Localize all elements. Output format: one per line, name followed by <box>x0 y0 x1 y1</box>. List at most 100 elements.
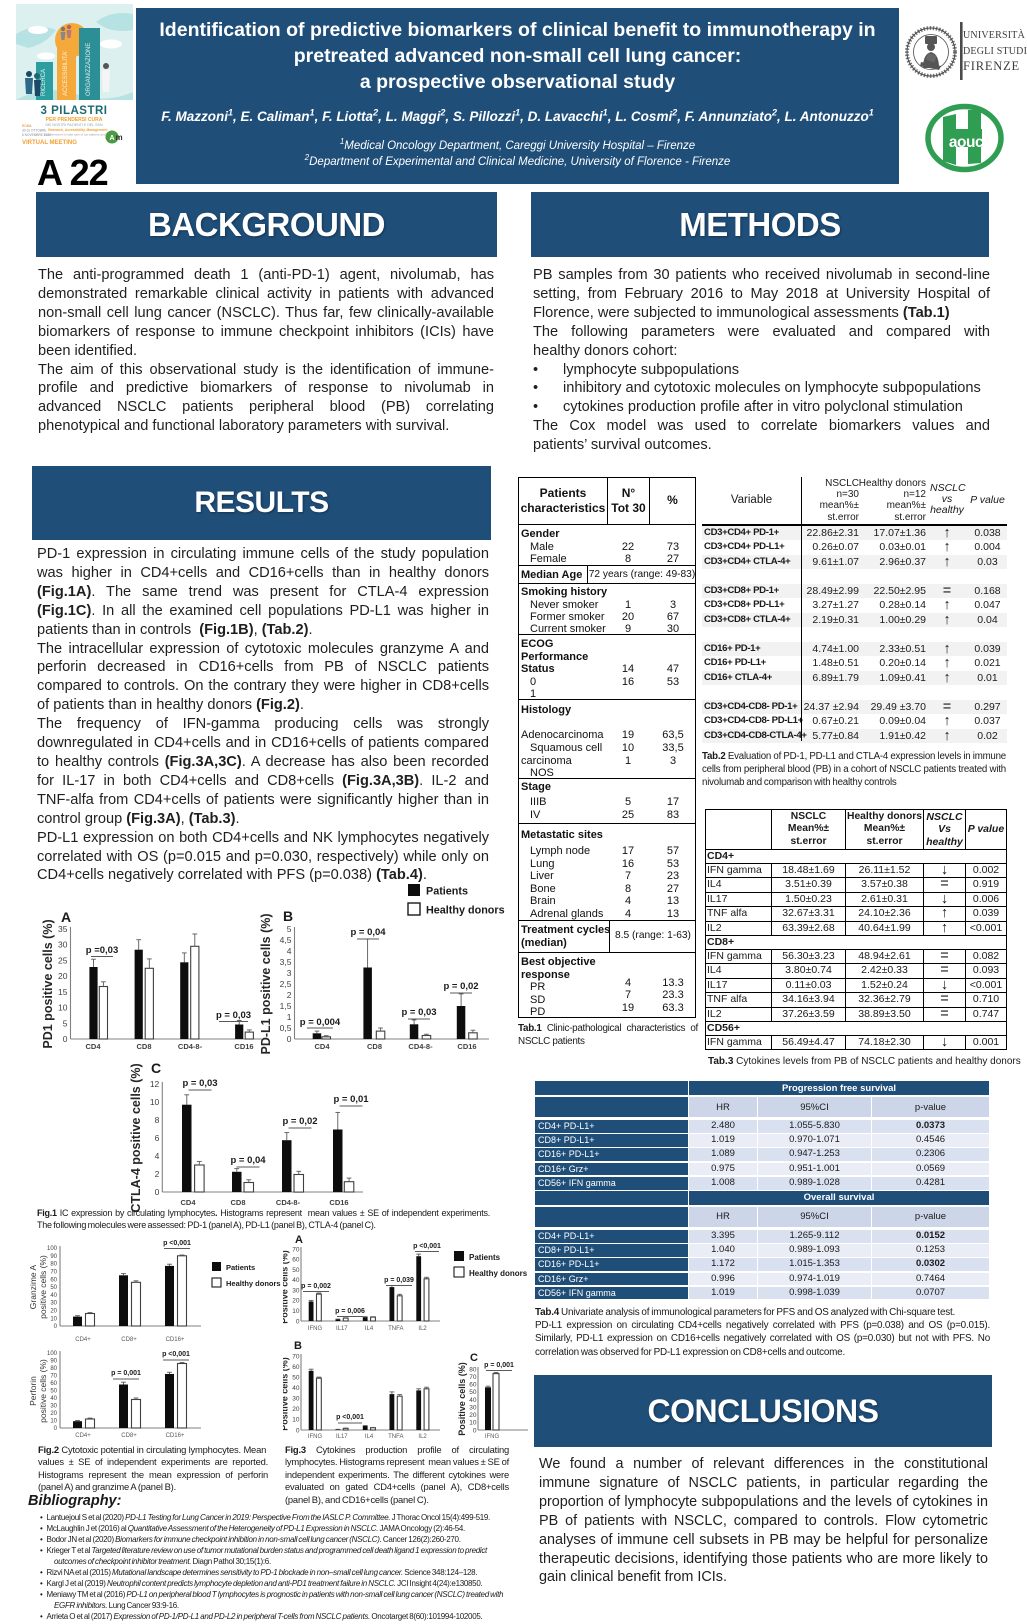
svg-text:50: 50 <box>50 1389 57 1395</box>
svg-text:70: 70 <box>292 1246 300 1253</box>
svg-text:0: 0 <box>473 1427 477 1434</box>
svg-text:p = 0,02: p = 0,02 <box>282 1116 317 1127</box>
svg-text:CTLA-4 positive cells (%): CTLA-4 positive cells (%) <box>129 1063 143 1212</box>
svg-text:CD16+: CD16+ <box>166 1337 185 1343</box>
svg-text:35: 35 <box>58 924 68 934</box>
svg-text:Healthy donors: Healthy donors <box>469 1269 528 1278</box>
svg-text:p = 0,002: p = 0,002 <box>301 1283 331 1290</box>
svg-text:TNFA: TNFA <box>388 1326 403 1332</box>
svg-text:15: 15 <box>58 987 68 997</box>
svg-text:80: 80 <box>50 1366 57 1372</box>
svg-text:ORGANIZZAZIONE: ORGANIZZAZIONE <box>86 43 92 96</box>
svg-text:p <0,001: p <0,001 <box>413 1243 441 1250</box>
svg-text:B: B <box>283 908 293 924</box>
svg-text:Healthy donors: Healthy donors <box>226 1279 281 1288</box>
svg-text:CD4-8-: CD4-8- <box>408 1042 433 1051</box>
svg-text:ROMA: ROMA <box>22 124 32 128</box>
svg-text:4,5: 4,5 <box>280 935 292 945</box>
svg-text:IL17: IL17 <box>336 1326 348 1332</box>
svg-text:10: 10 <box>50 1419 57 1425</box>
svg-text:10: 10 <box>292 1308 300 1315</box>
svg-text:30: 30 <box>292 1396 300 1403</box>
svg-text:3: 3 <box>287 968 292 978</box>
svg-text:80: 80 <box>50 1262 57 1268</box>
svg-text:0: 0 <box>296 1427 300 1434</box>
svg-text:50: 50 <box>292 1374 300 1381</box>
svg-text:10: 10 <box>50 1316 57 1322</box>
svg-text:CD4-8-: CD4-8- <box>276 1198 301 1207</box>
svg-text:p = 0,001: p = 0,001 <box>484 1362 514 1369</box>
svg-text:5: 5 <box>287 924 292 934</box>
svg-text:0: 0 <box>54 1324 58 1330</box>
svg-text:p <0,001: p <0,001 <box>162 1351 190 1358</box>
svg-text:2: 2 <box>287 990 292 1000</box>
svg-text:UNIVERSITÀ: UNIVERSITÀ <box>963 29 1026 41</box>
svg-text:6: 6 <box>155 1133 160 1143</box>
svg-text:0: 0 <box>296 1318 300 1325</box>
svg-text:100: 100 <box>47 1246 58 1252</box>
svg-text:Perforin: Perforin <box>28 1376 38 1406</box>
svg-text:A: A <box>109 135 114 142</box>
svg-text:VIRTUAL MEETING: VIRTUAL MEETING <box>22 140 77 146</box>
svg-text:p = 0,03: p = 0,03 <box>182 1078 217 1089</box>
svg-text:IFNG: IFNG <box>308 1326 323 1332</box>
svg-text:0,5: 0,5 <box>280 1023 292 1033</box>
svg-text:30: 30 <box>50 1404 57 1410</box>
svg-text:50: 50 <box>50 1285 57 1291</box>
svg-text:CD16: CD16 <box>234 1042 253 1051</box>
svg-text:p <0,001: p <0,001 <box>336 1414 364 1421</box>
svg-text:3 cornerstones to take care of: 3 cornerstones to take care of our patie… <box>43 133 112 137</box>
svg-text:25: 25 <box>58 955 68 965</box>
svg-text:60: 60 <box>50 1277 57 1283</box>
svg-text:p = 0,004: p = 0,004 <box>300 1017 341 1028</box>
svg-text:5: 5 <box>63 1018 68 1028</box>
svg-text:positive cells (%): positive cells (%) <box>38 1359 48 1423</box>
svg-text:IL4: IL4 <box>365 1434 374 1440</box>
svg-text:CD4: CD4 <box>85 1042 101 1051</box>
svg-text:0: 0 <box>287 1034 292 1044</box>
svg-text:50: 50 <box>469 1389 477 1396</box>
svg-text:40: 40 <box>50 1293 57 1299</box>
svg-text:30-31 OTTOBRE: 30-31 OTTOBRE <box>22 129 46 133</box>
svg-text:20: 20 <box>50 1309 57 1315</box>
svg-text:p = 0,001: p = 0,001 <box>111 1370 141 1377</box>
svg-text:ACCESSIBILITA': ACCESSIBILITA' <box>63 51 69 96</box>
svg-text:positive cells (%): positive cells (%) <box>38 1255 48 1319</box>
svg-text:CD4-8-: CD4-8- <box>178 1042 203 1051</box>
svg-text:CD4: CD4 <box>314 1042 330 1051</box>
svg-text:1: 1 <box>287 1012 292 1022</box>
svg-text:IL4: IL4 <box>365 1326 374 1332</box>
svg-text:90: 90 <box>50 1254 57 1260</box>
svg-text:20: 20 <box>50 1411 57 1417</box>
svg-text:10: 10 <box>58 1003 68 1013</box>
svg-text:CD8: CD8 <box>367 1042 382 1051</box>
svg-text:m: m <box>115 133 122 142</box>
svg-text:10: 10 <box>292 1417 300 1424</box>
svg-text:p = 0,01: p = 0,01 <box>333 1094 369 1105</box>
svg-text:3,5: 3,5 <box>280 957 292 967</box>
svg-text:70: 70 <box>50 1374 57 1380</box>
svg-text:Research, Accessibility, Manag: Research, Accessibility, Management: <box>48 128 108 132</box>
svg-text:10: 10 <box>150 1097 160 1107</box>
svg-text:aouc: aouc <box>949 134 984 151</box>
svg-text:40: 40 <box>292 1385 300 1392</box>
svg-text:DEI NOSTRI PAZIENTI E DEL SSN: DEI NOSTRI PAZIENTI E DEL SSN <box>45 123 103 127</box>
svg-text:6 NOVEMBRE 2020: 6 NOVEMBRE 2020 <box>22 133 51 137</box>
svg-text:10: 10 <box>469 1420 477 1427</box>
svg-text:p = 0,03: p = 0,03 <box>216 1010 251 1021</box>
svg-text:60: 60 <box>292 1257 300 1264</box>
svg-text:50: 50 <box>292 1267 300 1274</box>
svg-text:60: 60 <box>292 1364 300 1371</box>
svg-text:CD16+: CD16+ <box>166 1433 185 1439</box>
svg-text:30: 30 <box>58 940 68 950</box>
svg-text:60: 60 <box>50 1381 57 1387</box>
svg-text:40: 40 <box>469 1397 477 1404</box>
svg-text:2,5: 2,5 <box>280 979 292 989</box>
svg-text:RICERCA: RICERCA <box>41 69 47 96</box>
svg-text:20: 20 <box>292 1298 300 1305</box>
svg-text:Positive cells (%): Positive cells (%) <box>283 1250 290 1324</box>
svg-text:DEGLI STUDI: DEGLI STUDI <box>963 46 1027 57</box>
svg-text:CD16: CD16 <box>457 1042 476 1051</box>
svg-text:30: 30 <box>292 1287 300 1294</box>
svg-text:p = 0,03: p = 0,03 <box>401 1007 436 1018</box>
